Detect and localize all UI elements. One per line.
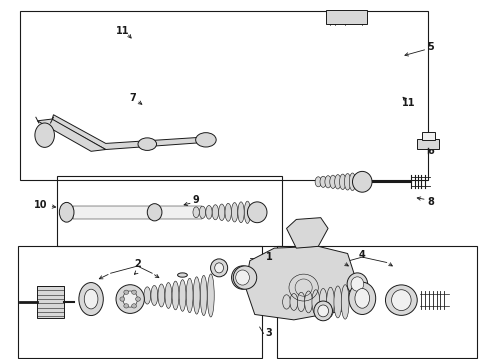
Ellipse shape [315,177,321,187]
Ellipse shape [349,173,356,190]
Text: 7: 7 [129,93,136,103]
Text: 11: 11 [116,26,129,36]
Ellipse shape [219,204,225,221]
Ellipse shape [247,202,267,223]
Text: 3: 3 [266,328,272,338]
Ellipse shape [392,290,411,311]
Ellipse shape [283,295,291,309]
Ellipse shape [136,297,141,301]
Ellipse shape [290,293,298,310]
Ellipse shape [238,202,244,223]
Ellipse shape [351,277,364,291]
Text: 9: 9 [193,195,199,205]
Ellipse shape [312,290,320,314]
Ellipse shape [158,284,165,307]
Ellipse shape [386,285,417,315]
Ellipse shape [340,174,346,189]
Ellipse shape [318,305,329,317]
Ellipse shape [138,138,157,150]
FancyBboxPatch shape [417,139,439,149]
Ellipse shape [314,301,332,321]
Text: 10: 10 [34,200,47,210]
Ellipse shape [245,201,250,224]
Ellipse shape [231,203,238,222]
Ellipse shape [59,202,74,222]
FancyBboxPatch shape [37,286,64,318]
Ellipse shape [325,176,331,188]
Ellipse shape [79,283,103,316]
Ellipse shape [232,266,253,289]
Ellipse shape [211,259,228,277]
Ellipse shape [179,280,186,311]
Ellipse shape [200,275,207,316]
Polygon shape [245,246,357,320]
Ellipse shape [124,304,129,308]
FancyBboxPatch shape [73,206,202,219]
Ellipse shape [193,277,200,314]
Ellipse shape [341,285,349,319]
Ellipse shape [165,283,172,309]
Ellipse shape [207,274,214,317]
Ellipse shape [355,288,369,308]
Ellipse shape [225,203,231,221]
Ellipse shape [132,290,137,294]
Ellipse shape [327,287,334,317]
Ellipse shape [120,297,125,301]
Text: 2: 2 [134,259,141,269]
Ellipse shape [196,133,216,147]
Polygon shape [52,115,206,149]
Ellipse shape [199,206,206,219]
FancyBboxPatch shape [422,132,435,140]
Text: 1: 1 [266,252,272,262]
Ellipse shape [330,175,336,188]
Ellipse shape [236,270,249,285]
Ellipse shape [344,174,351,190]
Ellipse shape [35,123,54,147]
Text: 6: 6 [427,146,434,156]
Ellipse shape [319,288,327,315]
Ellipse shape [172,281,179,310]
Ellipse shape [305,291,313,313]
Ellipse shape [206,206,212,219]
Ellipse shape [147,204,162,221]
Ellipse shape [193,207,199,218]
Ellipse shape [349,282,376,315]
Text: 5: 5 [427,42,434,52]
Ellipse shape [215,263,223,273]
Polygon shape [37,119,106,151]
Ellipse shape [144,287,151,304]
Ellipse shape [151,285,158,306]
Ellipse shape [132,304,137,308]
Ellipse shape [123,291,138,307]
Ellipse shape [334,286,342,318]
Ellipse shape [116,285,145,314]
Ellipse shape [352,171,372,192]
Ellipse shape [84,289,98,309]
FancyBboxPatch shape [326,10,367,24]
Ellipse shape [186,278,193,313]
Polygon shape [287,218,328,248]
Ellipse shape [320,176,326,187]
Text: 11: 11 [402,98,416,108]
Ellipse shape [335,175,341,189]
Ellipse shape [347,273,368,295]
Ellipse shape [212,205,219,220]
Ellipse shape [297,292,305,312]
Ellipse shape [233,266,257,289]
Ellipse shape [177,273,187,277]
Text: 4: 4 [359,249,366,260]
Ellipse shape [124,290,129,294]
Text: 8: 8 [427,197,434,207]
